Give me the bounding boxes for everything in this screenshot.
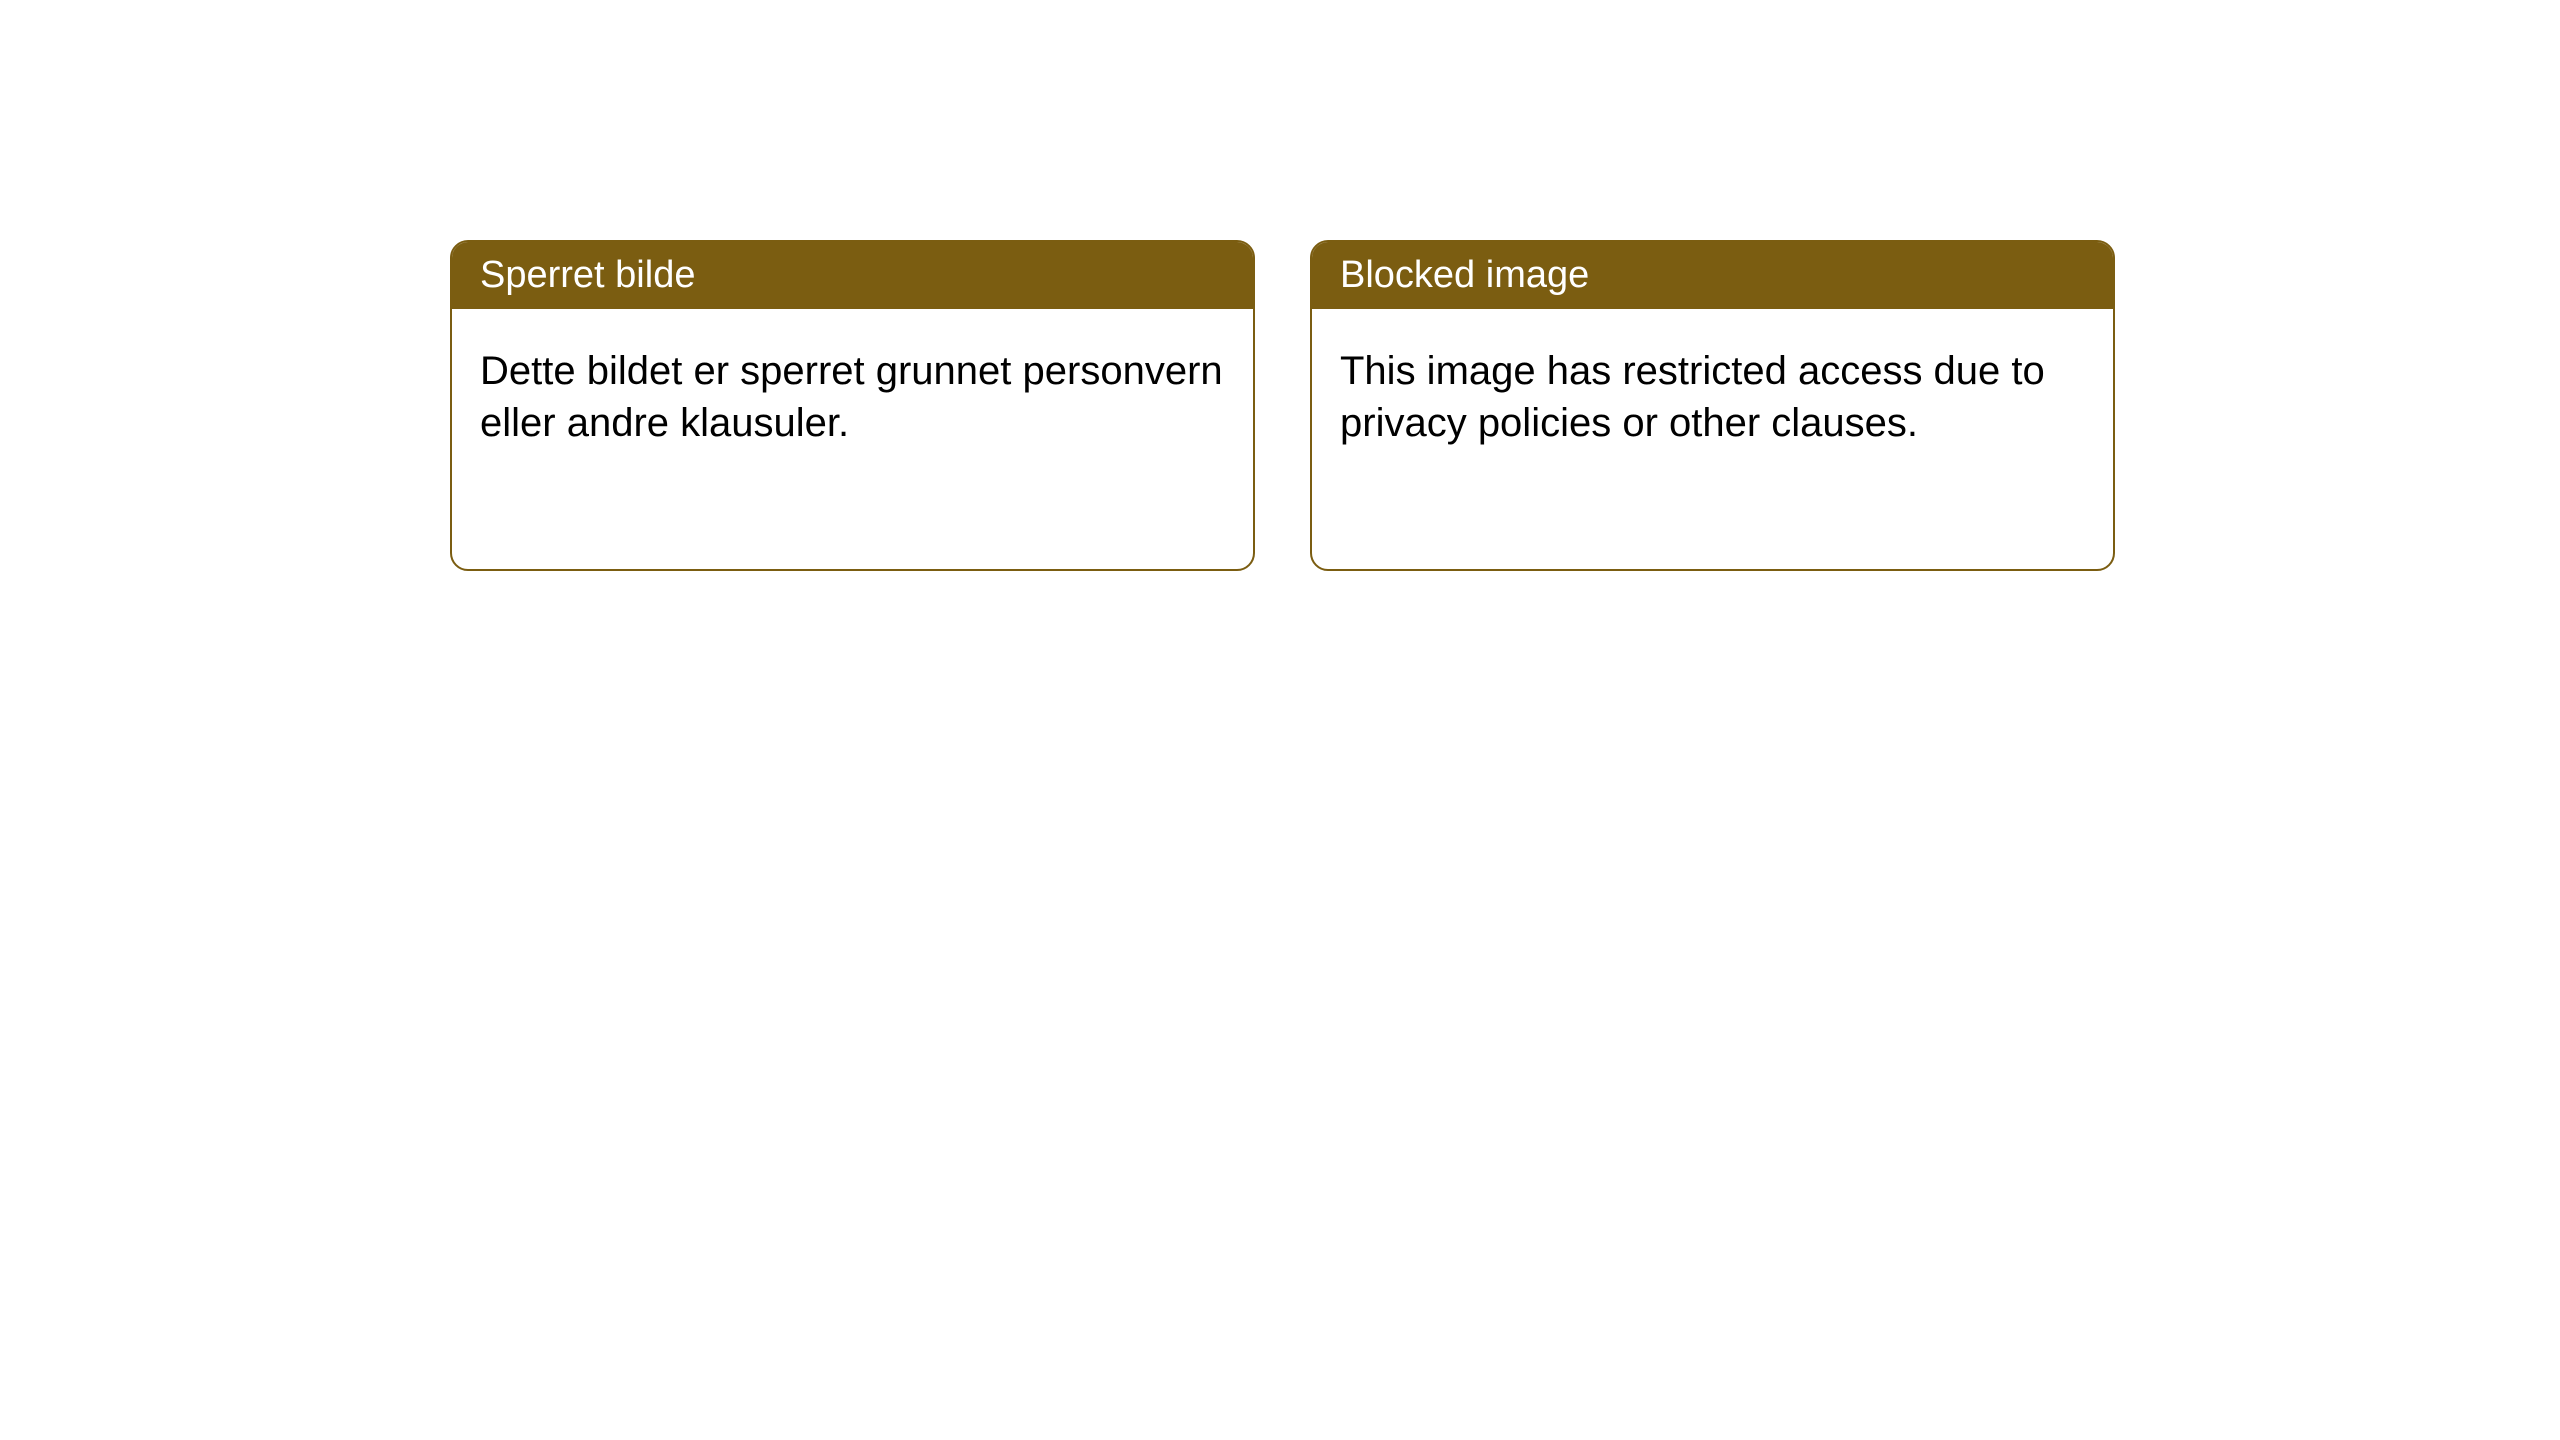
notice-card-norwegian: Sperret bilde Dette bildet er sperret gr… bbox=[450, 240, 1255, 571]
notice-title-norwegian: Sperret bilde bbox=[452, 242, 1253, 309]
notice-message-english: This image has restricted access due to … bbox=[1312, 309, 2113, 569]
notice-message-norwegian: Dette bildet er sperret grunnet personve… bbox=[452, 309, 1253, 569]
notice-container: Sperret bilde Dette bildet er sperret gr… bbox=[0, 0, 2560, 571]
notice-card-english: Blocked image This image has restricted … bbox=[1310, 240, 2115, 571]
notice-title-english: Blocked image bbox=[1312, 242, 2113, 309]
